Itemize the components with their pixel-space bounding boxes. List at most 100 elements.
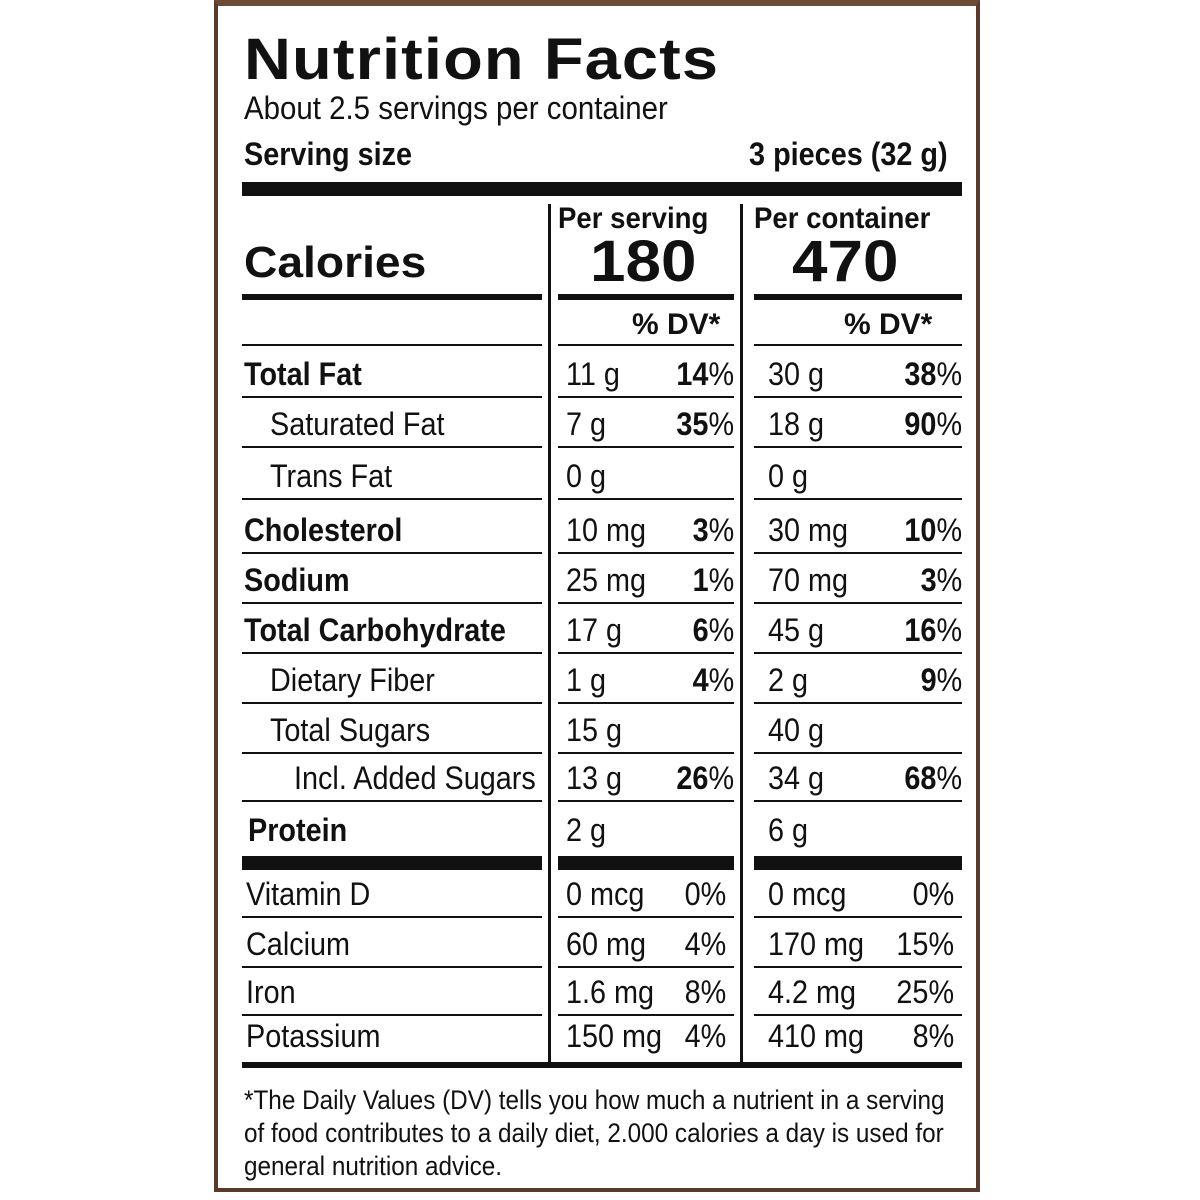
container-dv-percent: 3% — [920, 562, 962, 598]
dv-header-serving: % DV* — [632, 308, 721, 341]
row-divider — [558, 916, 734, 918]
serving-amount: 10 mg — [566, 512, 647, 548]
row-divider — [242, 552, 542, 554]
vitamin-serving-percent: 4% — [684, 1018, 726, 1054]
calories-per-serving: 180 — [590, 229, 697, 294]
footnote: *The Daily Values (DV) tells you how muc… — [244, 1085, 945, 1181]
vitamin-container-percent: 8% — [912, 1018, 954, 1054]
vitamin-serving-amount: 0 mcg — [566, 876, 645, 912]
serving-dv-percent: 4% — [692, 662, 734, 698]
container-dv-value: 68 — [904, 760, 937, 796]
container-amount: 2 g — [768, 662, 809, 698]
serving-size-label: Serving size — [244, 136, 413, 172]
vitamin-container-percent: 0% — [912, 876, 954, 912]
row-divider — [242, 752, 542, 754]
row-divider — [754, 702, 962, 704]
row-divider — [754, 966, 962, 968]
vitamin-container-amount: 4.2 mg — [768, 974, 857, 1010]
container-amount: 70 mg — [768, 562, 849, 598]
serving-dv-percent: 1% — [692, 562, 734, 598]
serving-amount: 25 mg — [566, 562, 647, 598]
vitamin-serving-amount: 1.6 mg — [566, 974, 655, 1010]
serving-dv-percent: 35% — [676, 406, 734, 442]
row-divider — [558, 1014, 734, 1016]
nutrient-label: Total Fat — [244, 356, 362, 392]
serving-amount: 2 g — [566, 812, 607, 848]
nutrient-label: Cholesterol — [244, 512, 403, 548]
row-divider — [242, 446, 542, 448]
nutrient-label: Total Sugars — [270, 712, 431, 748]
row-divider — [242, 966, 542, 968]
row-divider — [558, 752, 734, 754]
row-divider — [754, 498, 962, 500]
vitamin-serving-percent: 4% — [684, 926, 726, 962]
row-divider — [558, 602, 734, 604]
row-divider — [242, 498, 542, 500]
row-divider — [754, 916, 962, 918]
serving-dv-value: 26 — [676, 760, 709, 796]
serving-dv-percent: 3% — [692, 512, 734, 548]
row-divider — [558, 396, 734, 398]
container-amount: 30 mg — [768, 512, 849, 548]
row-divider — [242, 344, 542, 346]
row-divider — [242, 396, 542, 398]
row-divider — [242, 1014, 542, 1016]
container-amount: 18 g — [768, 406, 825, 442]
row-divider — [558, 966, 734, 968]
vitamin-serving-percent: 0% — [684, 876, 726, 912]
row-divider — [754, 446, 962, 448]
serving-dv-percent: 26% — [676, 760, 734, 796]
serving-dv-value: 35 — [676, 406, 709, 442]
serving-dv-value: 6 — [692, 612, 709, 648]
row-divider — [558, 800, 734, 802]
row-divider — [754, 552, 962, 554]
vitamin-serving-amount: 60 mg — [566, 926, 647, 962]
top-thick-rule — [242, 182, 962, 196]
container-amount: 45 g — [768, 612, 825, 648]
row-divider — [558, 446, 734, 448]
vitamin-container-percent: 15% — [896, 926, 954, 962]
vitamin-container-percent: 25% — [896, 974, 954, 1010]
serving-size-value: 3 pieces (32 g) — [749, 136, 948, 172]
serving-dv-percent: 6% — [692, 612, 734, 648]
vitamin-label: Iron — [246, 974, 296, 1010]
serving-amount: 7 g — [566, 406, 607, 442]
nutrient-label: Trans Fat — [270, 458, 393, 494]
serving-dv-value: 1 — [692, 562, 709, 598]
row-divider — [558, 652, 734, 654]
nutrient-label: Saturated Fat — [270, 406, 445, 442]
row-divider — [754, 602, 962, 604]
serving-amount: 0 g — [566, 458, 607, 494]
row-divider — [754, 652, 962, 654]
container-dv-percent: 9% — [920, 662, 962, 698]
row-divider — [242, 916, 542, 918]
serving-dv-percent: 14% — [676, 356, 734, 392]
container-dv-percent: 16% — [904, 612, 962, 648]
dv-header-container: % DV* — [844, 308, 933, 341]
row-divider — [754, 1014, 962, 1016]
container-amount: 40 g — [768, 712, 825, 748]
container-amount: 30 g — [768, 356, 825, 392]
row-divider — [558, 498, 734, 500]
footnote-rule — [242, 1062, 962, 1068]
vitamin-rule-container — [754, 856, 962, 870]
container-dv-percent: 90% — [904, 406, 962, 442]
calories-label: Calories — [244, 238, 427, 287]
container-dv-value: 16 — [904, 612, 937, 648]
column-divider-right — [740, 204, 743, 1064]
per-container-header: Per container — [754, 202, 931, 235]
calories-rule-serving — [558, 294, 734, 300]
vitamin-container-amount: 0 mcg — [768, 876, 847, 912]
serving-amount: 15 g — [566, 712, 623, 748]
vitamin-rule-serving — [558, 856, 734, 870]
container-dv-value: 9 — [920, 662, 937, 698]
calories-rule-label — [242, 294, 542, 300]
row-divider — [754, 396, 962, 398]
row-divider — [558, 344, 734, 346]
calories-rule-container — [754, 294, 962, 300]
container-amount: 6 g — [768, 812, 809, 848]
row-divider — [754, 344, 962, 346]
container-dv-percent: 10% — [904, 512, 962, 548]
container-dv-percent: 68% — [904, 760, 962, 796]
calories-per-container: 470 — [792, 229, 899, 294]
